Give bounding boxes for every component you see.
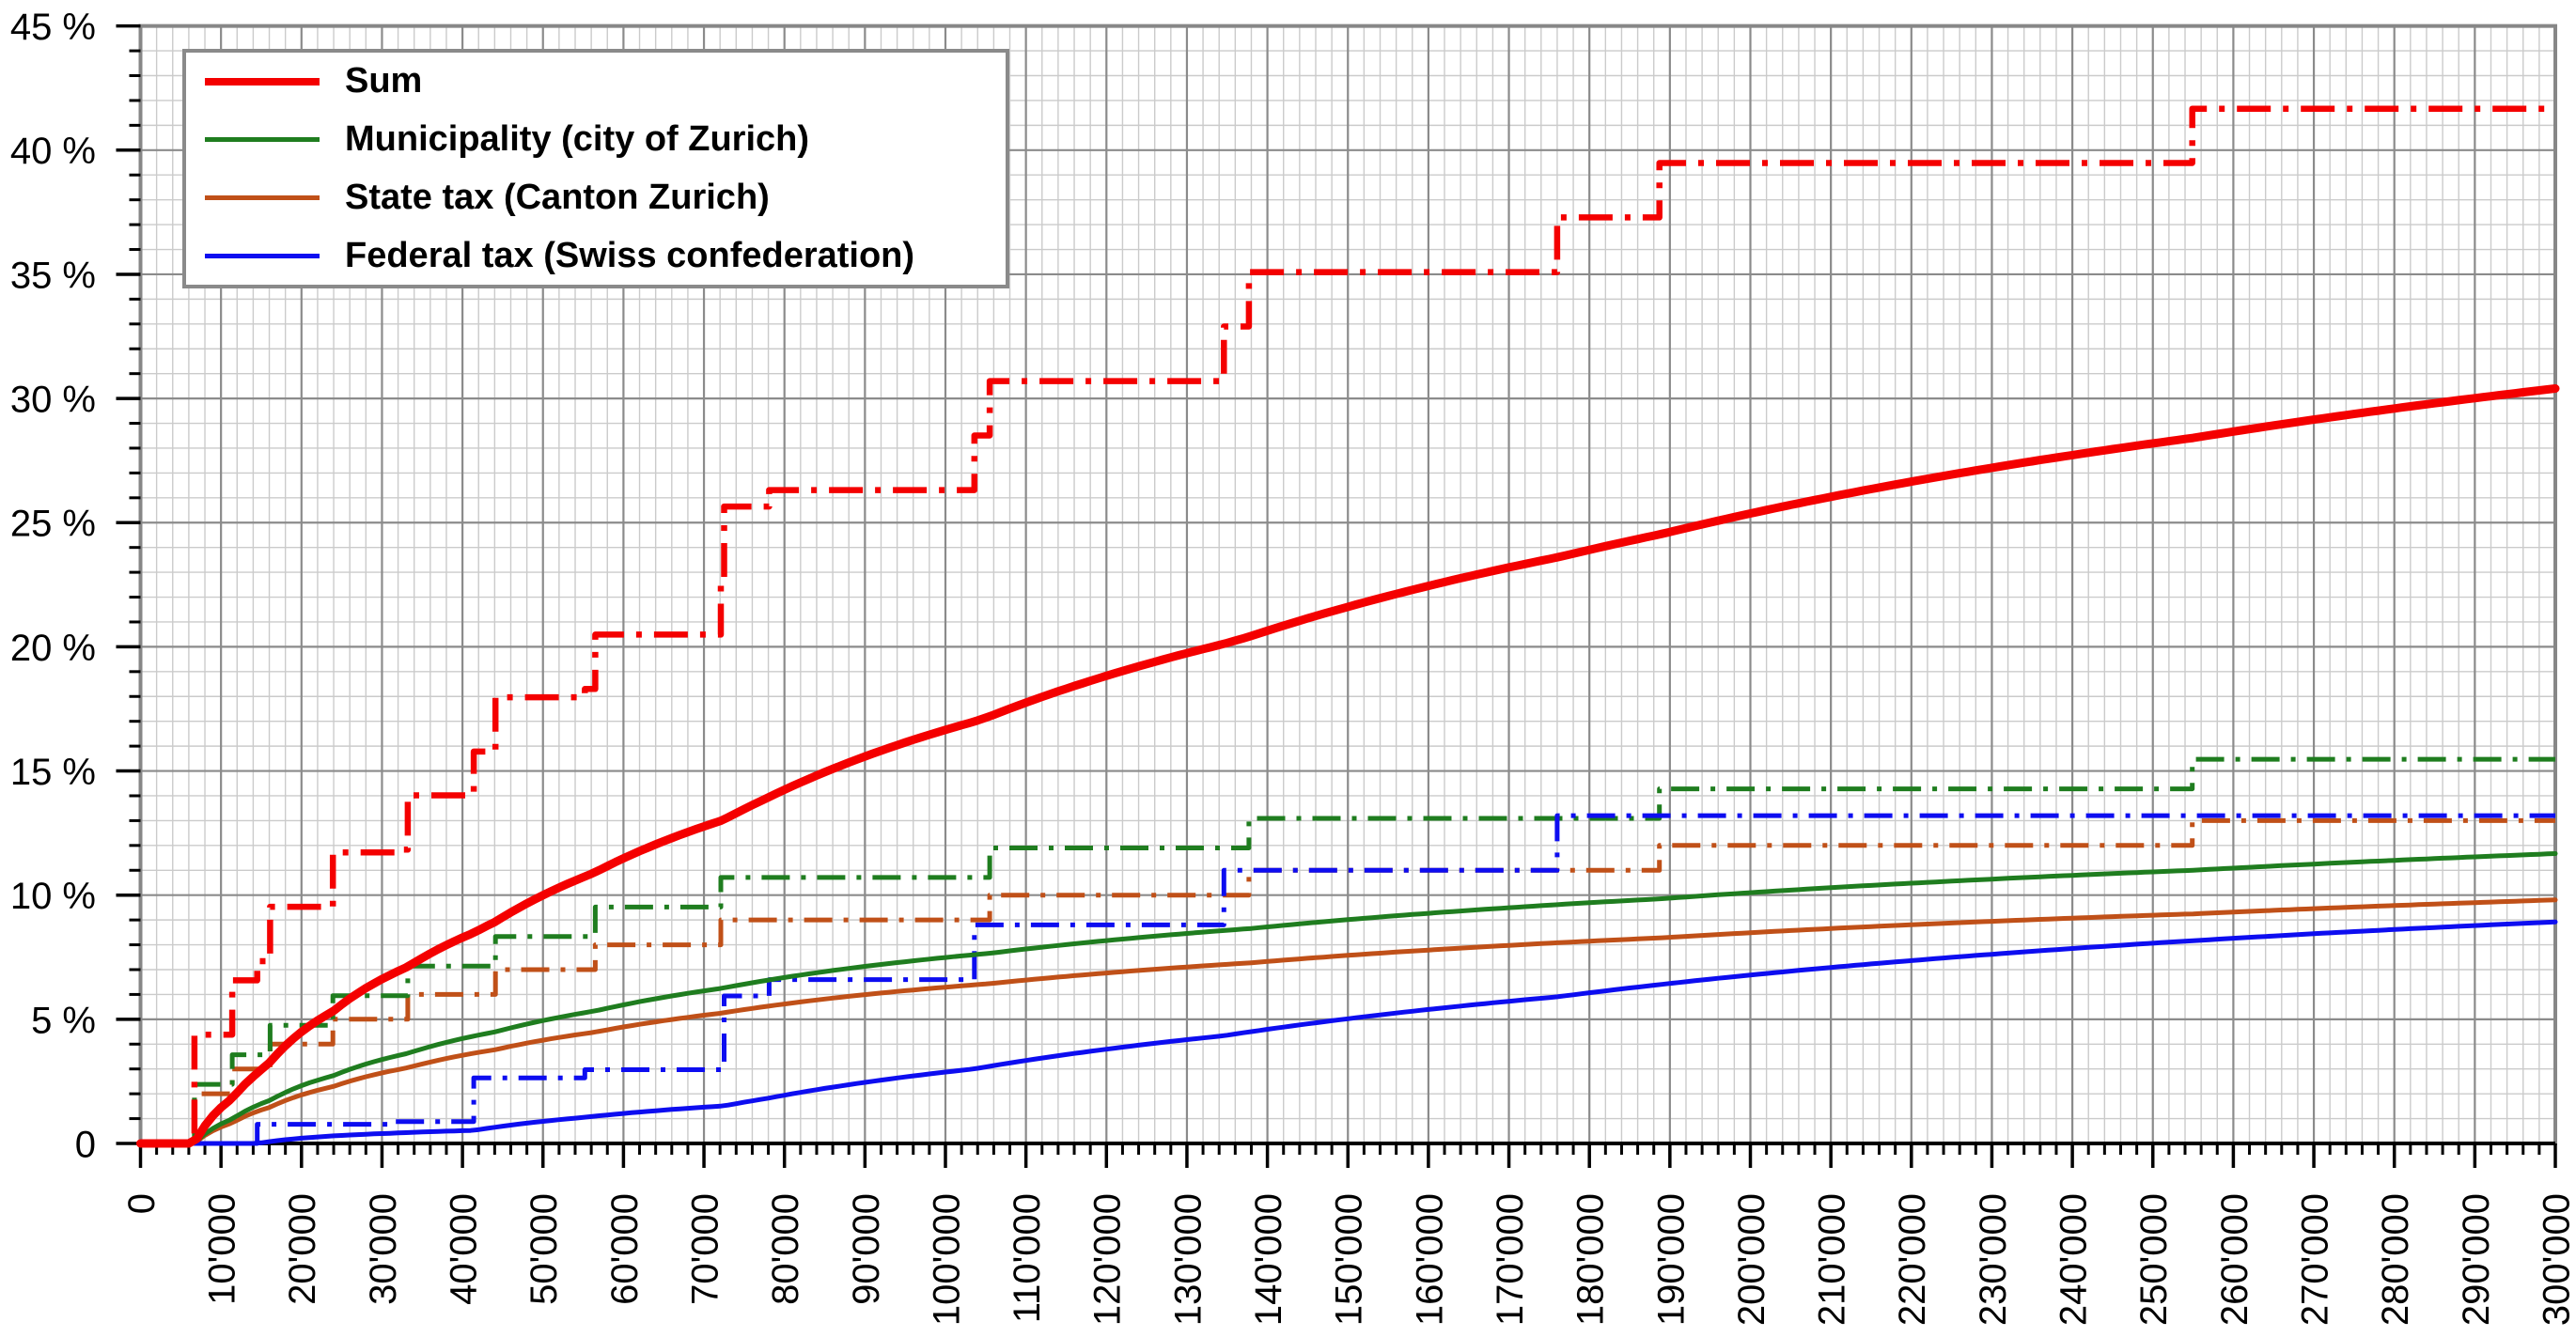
series-federal-marginal-line [140, 813, 2555, 1146]
legend-label-state-tax: State tax (Canton Zurich) [345, 177, 770, 217]
x-tick-label: 230'000 [1973, 1193, 2014, 1326]
x-tick-label: 200'000 [1731, 1193, 1772, 1326]
legend-item-state-tax: State tax (Canton Zurich) [186, 169, 1006, 227]
y-tick-label: 40 % [10, 131, 96, 172]
x-tick-label: 130'000 [1167, 1193, 1209, 1326]
y-tick-label: 5 % [31, 1000, 96, 1041]
x-tick-label: 10'000 [202, 1193, 243, 1305]
x-tick-label: 250'000 [2133, 1193, 2175, 1326]
y-tick-label: 35 % [10, 255, 96, 296]
x-tick-label: 190'000 [1650, 1193, 1692, 1326]
legend-label-sum: Sum [345, 61, 423, 101]
x-tick-label: 280'000 [2375, 1193, 2416, 1326]
series-federal-average-line [138, 919, 2558, 1146]
legend-line-federal-tax [205, 253, 320, 258]
legend-line-state-tax [205, 194, 320, 200]
x-tick-label: 60'000 [604, 1193, 646, 1305]
x-tick-label: 110'000 [1007, 1193, 1048, 1323]
x-tick-label: 80'000 [765, 1193, 806, 1305]
x-tick-label: 260'000 [2214, 1193, 2256, 1326]
x-tick-label: 210'000 [1812, 1193, 1853, 1326]
x-tick-labels: 0 10'000 20'000 30'000 40'000 50'000 60'000 70'… [121, 1193, 2576, 1326]
x-tick-label: 240'000 [2053, 1193, 2095, 1326]
x-tick-label: 20'000 [282, 1193, 323, 1305]
y-tick-label: 0 [75, 1124, 96, 1165]
y-tick-label: 15 % [10, 752, 96, 793]
legend-label-federal-tax: Federal tax (Swiss confederation) [345, 235, 915, 275]
legend-item-federal-tax: Federal tax (Swiss confederation) [186, 226, 1006, 285]
x-tick-label: 40'000 [444, 1193, 485, 1305]
legend-item-sum: Sum [186, 53, 1006, 111]
x-tick-label: 150'000 [1329, 1193, 1370, 1326]
y-tick-label: 45 % [10, 7, 96, 48]
x-tick-label: 160'000 [1409, 1193, 1450, 1326]
x-tick-label: 90'000 [846, 1193, 887, 1305]
x-tick-label: 300'000 [2536, 1193, 2576, 1326]
x-tick-label: 100'000 [926, 1193, 967, 1326]
series-canton-average-line [138, 897, 2558, 1146]
legend-item-municipality: Municipality (city of Zurich) [186, 111, 1006, 169]
y-tick-label: 10 % [10, 876, 96, 917]
series-municipality-average-line [138, 851, 2558, 1146]
series-municipality-marginal-line [140, 756, 2555, 1146]
x-tick-label: 70'000 [684, 1193, 726, 1305]
x-tick-label: 170'000 [1490, 1193, 1531, 1326]
x-tick-label: 180'000 [1570, 1193, 1612, 1326]
x-tick-label: 50'000 [523, 1193, 565, 1305]
series-canton-marginal-line [140, 817, 2555, 1146]
x-tick-label: 140'000 [1248, 1193, 1289, 1326]
x-tick-label: 30'000 [363, 1193, 404, 1305]
y-tick-label: 30 % [10, 380, 96, 421]
x-tick-label: 0 [121, 1193, 163, 1214]
y-tick-label: 20 % [10, 628, 96, 669]
x-tick-label: 220'000 [1892, 1193, 1933, 1326]
series-sum-average-line [136, 384, 2560, 1148]
x-tick-label: 270'000 [2294, 1193, 2335, 1326]
legend-label-municipality: Municipality (city of Zurich) [345, 119, 810, 160]
y-tick-labels: 0 5 % 10 % 15 % 20 % 25 % 30 % 35 % 40 % 45 % [10, 7, 96, 1165]
x-tick-label: 290'000 [2456, 1193, 2497, 1326]
x-tick-label: 120'000 [1087, 1193, 1129, 1326]
legend-line-sum [205, 77, 320, 86]
series-sum-marginal-line [140, 105, 2555, 1147]
legend: Sum Municipality (city of Zurich) State … [182, 49, 1009, 288]
y-tick-label: 25 % [10, 504, 96, 545]
series [136, 105, 2560, 1148]
legend-line-municipality [205, 137, 320, 143]
